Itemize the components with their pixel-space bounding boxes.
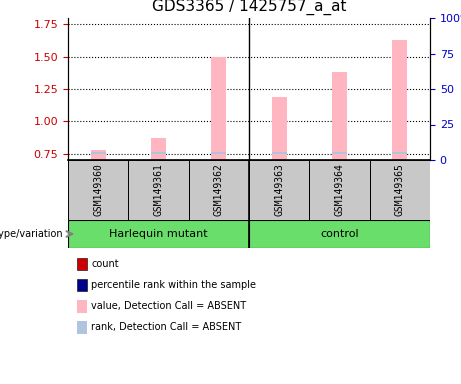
Bar <box>151 152 166 154</box>
Bar <box>211 57 226 160</box>
Text: value, Detection Call = ABSENT: value, Detection Call = ABSENT <box>91 301 246 311</box>
Bar <box>272 152 287 154</box>
Bar <box>211 152 226 154</box>
Text: rank, Detection Call = ABSENT: rank, Detection Call = ABSENT <box>91 322 241 332</box>
Bar <box>332 152 347 154</box>
Text: percentile rank within the sample: percentile rank within the sample <box>91 280 256 290</box>
Bar <box>392 152 408 154</box>
Bar <box>332 72 347 160</box>
Bar <box>272 97 287 160</box>
Bar <box>392 40 408 160</box>
Title: GDS3365 / 1425757_a_at: GDS3365 / 1425757_a_at <box>152 0 346 15</box>
Bar <box>91 150 106 160</box>
Bar <box>249 160 309 220</box>
Text: GSM149363: GSM149363 <box>274 164 284 217</box>
Bar <box>128 160 189 220</box>
Bar <box>151 138 166 160</box>
Bar <box>249 220 430 248</box>
Bar <box>68 220 249 248</box>
Text: Harlequin mutant: Harlequin mutant <box>109 229 208 239</box>
Text: count: count <box>91 259 118 269</box>
Bar <box>68 160 128 220</box>
Text: GSM149364: GSM149364 <box>335 164 344 217</box>
Text: GSM149361: GSM149361 <box>154 164 164 217</box>
Bar <box>91 152 106 154</box>
Bar <box>309 160 370 220</box>
Bar <box>189 160 249 220</box>
Text: genotype/variation: genotype/variation <box>0 229 64 239</box>
Bar <box>370 160 430 220</box>
Text: GSM149360: GSM149360 <box>93 164 103 217</box>
Text: GSM149365: GSM149365 <box>395 164 405 217</box>
Text: control: control <box>320 229 359 239</box>
Text: GSM149362: GSM149362 <box>214 164 224 217</box>
